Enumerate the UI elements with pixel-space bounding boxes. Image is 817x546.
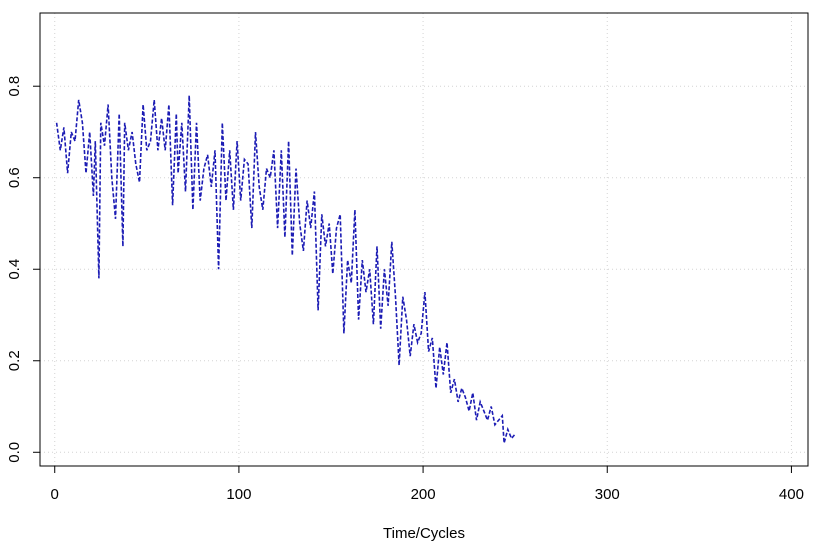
grid-lines [40,13,808,466]
x-axis: 0 100 200 300 400 [51,466,804,503]
x-tick-label: 300 [595,486,620,503]
y-tick-label: 0.8 [6,76,23,97]
plot-frame [39,12,809,467]
x-tick-label: 100 [226,486,251,503]
y-tick-label: 0.0 [6,442,23,463]
y-tick-label: 0.6 [6,167,23,188]
y-tick-label: 0.4 [6,259,23,280]
x-tick-label: 400 [779,486,804,503]
series-line [55,95,516,444]
x-axis-title: Time/Cycles [383,525,465,542]
y-tick-label: 0.2 [6,350,23,371]
x-tick-label: 200 [411,486,436,503]
x-tick-label: 0 [51,486,59,503]
y-axis: 0.0 0.2 0.4 0.6 0.8 [6,76,40,463]
